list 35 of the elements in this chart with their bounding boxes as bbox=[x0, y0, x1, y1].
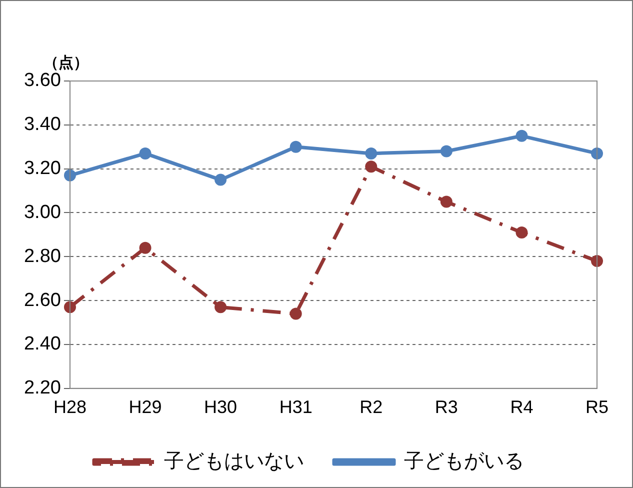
y-tick-label: 3.40 bbox=[24, 114, 61, 136]
x-tick-label: R5 bbox=[585, 397, 609, 418]
point bbox=[139, 147, 152, 160]
y-axis-title: （点） bbox=[44, 54, 88, 72]
x-tick-label: H29 bbox=[128, 397, 162, 418]
point bbox=[290, 308, 302, 320]
point bbox=[516, 226, 528, 239]
legend-label: 子どもがいる bbox=[404, 450, 524, 473]
point bbox=[516, 130, 528, 142]
point bbox=[591, 147, 603, 160]
x-tick-label: H28 bbox=[53, 397, 86, 418]
y-tick-label: 2.60 bbox=[24, 290, 61, 311]
point bbox=[214, 174, 227, 186]
point bbox=[64, 301, 76, 314]
y-tick-label: 3.60 bbox=[24, 70, 61, 92]
point bbox=[139, 242, 152, 254]
y-tick-label: 3.00 bbox=[24, 202, 61, 223]
legend-label: 子どもはいない bbox=[164, 450, 304, 473]
point bbox=[440, 145, 452, 158]
point bbox=[365, 147, 378, 160]
point bbox=[214, 301, 227, 314]
x-tick-label: R3 bbox=[434, 397, 458, 418]
y-tick-label: 3.20 bbox=[24, 158, 61, 180]
point bbox=[591, 255, 603, 268]
x-tick-label: H30 bbox=[204, 397, 238, 418]
point bbox=[64, 169, 76, 182]
point bbox=[365, 160, 378, 173]
point bbox=[290, 140, 302, 153]
y-tick-label: 2.40 bbox=[24, 334, 61, 355]
x-tick-label: R2 bbox=[360, 397, 383, 418]
point bbox=[440, 196, 452, 208]
x-tick-label: R4 bbox=[510, 397, 534, 418]
y-tick-label: 2.80 bbox=[24, 246, 61, 267]
x-tick-label: H31 bbox=[279, 397, 312, 418]
y-tick-label: 2.20 bbox=[24, 378, 61, 399]
